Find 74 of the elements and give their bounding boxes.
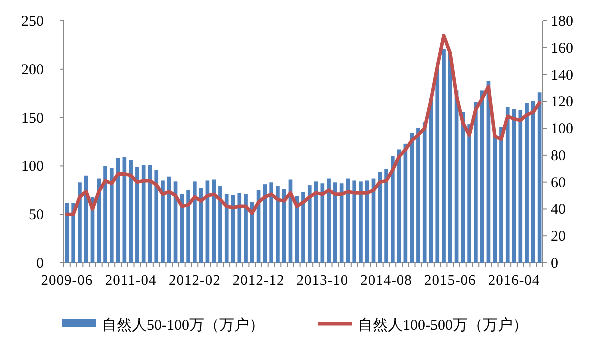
- bar: [525, 103, 529, 263]
- bar: [474, 102, 478, 263]
- bar: [384, 169, 388, 263]
- bar: [270, 182, 274, 263]
- y-tick-label: 200: [22, 62, 44, 78]
- bar: [442, 49, 446, 263]
- bar: [493, 135, 498, 263]
- bar: [167, 176, 172, 263]
- legend-label: 自然人100-500万（万户）: [358, 317, 528, 334]
- y2-tick-label: 80: [551, 148, 566, 164]
- bar: [410, 133, 414, 263]
- bar: [390, 156, 395, 263]
- bar: [518, 110, 523, 263]
- bar: [212, 180, 216, 263]
- y-tick-label: 0: [36, 256, 44, 272]
- bar: [186, 190, 190, 263]
- y2-tick-label: 60: [551, 175, 566, 192]
- x-tick-label: 2014-08: [360, 273, 412, 289]
- y2-tick-label: 120: [551, 94, 574, 111]
- bar: [78, 182, 82, 263]
- x-tick-label: 2012-12: [232, 273, 285, 289]
- y2-tick-label: 180: [551, 14, 574, 30]
- y2-tick-label: 160: [551, 40, 574, 57]
- y2-tick-label: 140: [551, 68, 574, 84]
- y2-tick-label: 0: [551, 256, 558, 272]
- bar: [193, 182, 197, 263]
- bar: [180, 194, 184, 263]
- bar: [422, 122, 427, 263]
- bar: [244, 194, 248, 263]
- bar: [468, 124, 472, 263]
- bar: [84, 176, 88, 263]
- y2-tick-label: 20: [551, 229, 566, 246]
- y-tick-label: 100: [22, 159, 44, 176]
- bar: [308, 186, 312, 263]
- bar: [129, 160, 133, 263]
- bar: [250, 202, 254, 263]
- bar: [500, 127, 504, 263]
- x-tick-label: 2015-06: [424, 273, 476, 289]
- x-tick-label: 2013-10: [296, 273, 349, 289]
- bar: [161, 180, 165, 263]
- bar: [218, 186, 222, 263]
- bar: [436, 69, 440, 263]
- y-tick-label: 150: [22, 110, 44, 127]
- bar: [506, 107, 510, 263]
- bar: [295, 196, 300, 263]
- bar: [416, 128, 420, 263]
- y-tick-label: 50: [29, 208, 44, 224]
- x-tick-label: 2012-02: [169, 273, 221, 289]
- bar: [448, 52, 452, 263]
- bar: [104, 166, 108, 263]
- x-tick-label: 2011-04: [105, 273, 157, 289]
- bar: [352, 180, 357, 263]
- bar: [320, 184, 325, 263]
- bar: [238, 193, 242, 263]
- bar: [154, 170, 159, 263]
- x-tick-label: 2009-06: [41, 273, 94, 289]
- bar: [224, 194, 229, 263]
- y-tick-label: 250: [22, 14, 44, 30]
- bar: [378, 172, 382, 263]
- bar: [282, 189, 286, 263]
- x-tick-label: 2016-04: [488, 273, 540, 289]
- bar: [532, 101, 536, 263]
- bar: [359, 182, 363, 263]
- line-series: [65, 34, 542, 216]
- bar: [327, 178, 331, 263]
- y2-tick-label: 40: [551, 202, 566, 218]
- bar: [136, 167, 140, 263]
- bar: [334, 182, 338, 263]
- bar: [110, 168, 114, 263]
- bar: [302, 192, 306, 263]
- y2-tick-label: 100: [551, 122, 574, 138]
- bar: [276, 186, 280, 263]
- legend-label: 自然人50-100万（万户）: [102, 317, 264, 334]
- bar: [365, 180, 370, 263]
